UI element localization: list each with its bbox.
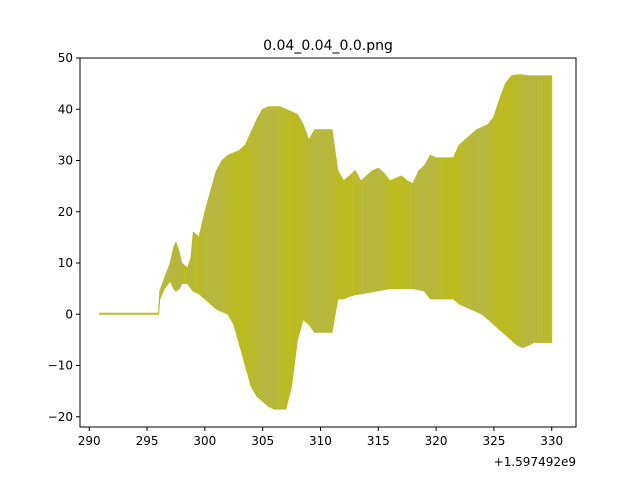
x-tick-label: 290 bbox=[78, 434, 101, 448]
x-tick-label: 330 bbox=[540, 434, 563, 448]
x-tick-label: 310 bbox=[309, 434, 332, 448]
x-tick-label: 305 bbox=[251, 434, 274, 448]
y-tick-label: 0 bbox=[65, 307, 73, 321]
plot-area bbox=[99, 74, 553, 410]
x-tick-label: 325 bbox=[482, 434, 505, 448]
x-axis: 290 295 300 305 310 315 320 325 330 bbox=[78, 427, 563, 448]
y-tick-label: 20 bbox=[58, 205, 73, 219]
x-tick-label: 295 bbox=[136, 434, 159, 448]
y-axis: −20 −10 0 10 20 30 40 50 bbox=[48, 51, 80, 424]
x-tick-label: 315 bbox=[367, 434, 390, 448]
series-area bbox=[99, 74, 553, 410]
y-tick-label: 10 bbox=[58, 256, 73, 270]
y-tick-label: −20 bbox=[48, 410, 73, 424]
x-tick-label: 300 bbox=[193, 434, 216, 448]
y-tick-label: −10 bbox=[48, 359, 73, 373]
x-axis-offset-label: +1.597492e9 bbox=[494, 455, 576, 469]
y-tick-label: 40 bbox=[58, 102, 73, 116]
y-tick-label: 50 bbox=[58, 51, 73, 65]
chart-title: 0.04_0.04_0.0.png bbox=[263, 38, 393, 54]
x-tick-label: 320 bbox=[425, 434, 448, 448]
plot-frame bbox=[79, 57, 577, 428]
y-tick-label: 30 bbox=[58, 154, 73, 168]
